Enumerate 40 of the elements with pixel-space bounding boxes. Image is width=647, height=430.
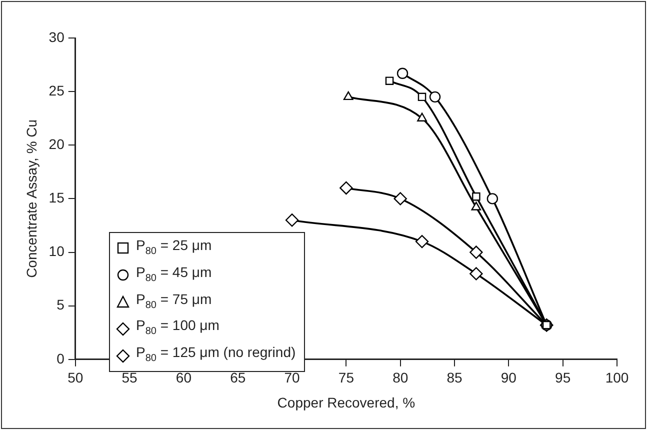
x-tick-label: 55 xyxy=(122,370,138,386)
x-tick-label: 100 xyxy=(605,370,629,386)
point xyxy=(470,246,483,259)
x-tick-label: 85 xyxy=(446,370,463,386)
y-tick-label: 30 xyxy=(48,28,65,45)
legend-label: P$_{80}$ = 125 μm (no regrind) xyxy=(136,343,296,366)
point xyxy=(343,91,354,100)
legend-label: P$_{80}$ = 100 μm xyxy=(136,316,220,340)
point xyxy=(471,202,482,210)
point xyxy=(470,267,483,280)
point xyxy=(472,192,480,201)
x-tick-label: 60 xyxy=(176,370,192,386)
x-tick-label: 90 xyxy=(500,370,517,386)
point xyxy=(394,192,407,206)
point xyxy=(418,92,426,102)
point xyxy=(396,68,408,79)
x-tick-label: 95 xyxy=(555,370,571,386)
point xyxy=(486,193,498,204)
point xyxy=(385,76,394,85)
x-tick-label: 80 xyxy=(392,370,408,386)
y-tick-label: 5 xyxy=(56,296,65,313)
y-tick-label: 10 xyxy=(48,243,65,260)
y-tick-label: 20 xyxy=(48,136,65,152)
point xyxy=(340,181,353,195)
point xyxy=(417,112,427,122)
y-tick-label: 15 xyxy=(48,190,65,206)
y-tick-label: 0 xyxy=(56,350,65,366)
x-tick-label: 50 xyxy=(68,370,84,386)
legend-label: P$_{80}$ = 45 μm xyxy=(136,262,212,286)
point xyxy=(429,91,441,103)
x-tick-label: 75 xyxy=(338,370,354,386)
point xyxy=(415,234,429,248)
y-tick-label: 25 xyxy=(48,82,65,98)
x-axis-title: Copper Recovered, % xyxy=(277,394,416,410)
legend-label: P$_{80}$ = 25 μm xyxy=(136,236,212,259)
y-axis-title: Concentrate Assay, % Cu xyxy=(23,119,40,278)
x-tick-label: 70 xyxy=(284,370,300,386)
x-tick-label: 65 xyxy=(230,370,246,386)
point xyxy=(285,214,299,227)
legend-label: P$_{80}$ = 75 μm xyxy=(136,290,212,312)
